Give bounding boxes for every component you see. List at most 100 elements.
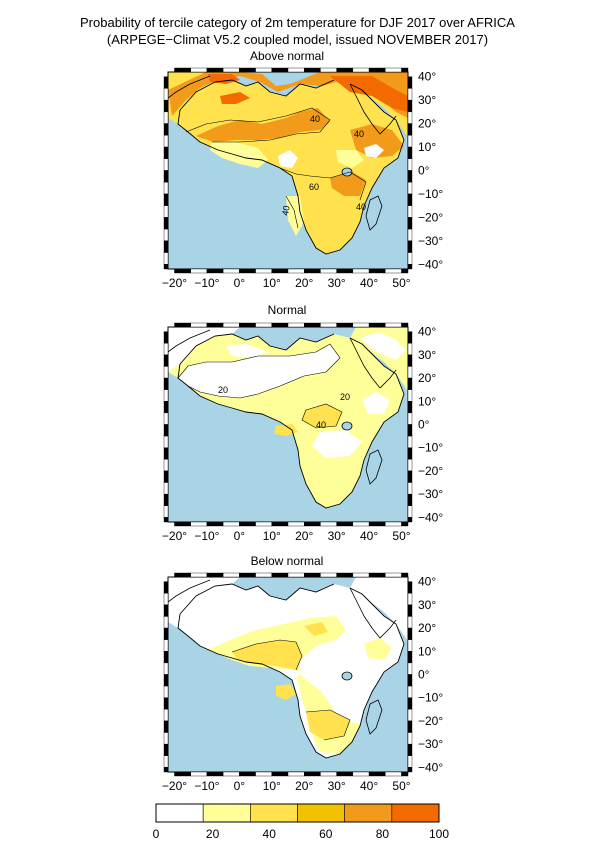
colorbar-swatch [202, 803, 251, 823]
frame-segment [239, 268, 256, 274]
frame-segment [407, 505, 413, 518]
frame-segment [320, 268, 337, 274]
frame-segment [174, 322, 191, 328]
frame-segment [401, 268, 409, 274]
lat-tick-label: 30° [418, 93, 436, 107]
lat-tick-label: −10° [418, 691, 443, 705]
frame-segment [174, 67, 191, 73]
lat-tick-label: 40° [418, 70, 436, 84]
frame-segment [401, 521, 409, 527]
colorbar-tick-label: 40 [263, 827, 277, 841]
lat-tick-label: 40° [418, 575, 436, 589]
frame-segment [190, 521, 208, 527]
frame-segment [163, 755, 169, 768]
colorbar-tick-label: 100 [429, 827, 449, 841]
frame-segment [352, 572, 370, 578]
frame-segment [368, 67, 386, 73]
frame-segment [163, 170, 169, 183]
frame-segment [368, 771, 386, 777]
frame-segment [407, 88, 413, 101]
lon-tick-label: 10° [263, 779, 281, 793]
lat-tick-label: −30° [418, 737, 443, 751]
contour-label: 40 [356, 202, 366, 212]
frame-segment [304, 67, 321, 73]
frame-segment [163, 377, 169, 390]
contour-label: 40 [280, 205, 292, 217]
lon-tick-label: −20° [162, 779, 187, 793]
frame-segment [163, 412, 169, 425]
lat-tick-label: 10° [418, 394, 436, 408]
panel-below-normal [167, 576, 409, 773]
frame-segment [271, 572, 289, 578]
frame-segment [368, 268, 386, 274]
colorbar-tick-label: 60 [319, 827, 333, 841]
frame-segment [163, 331, 169, 344]
frame-segment [336, 521, 354, 527]
lat-tick-label: 0° [418, 668, 430, 682]
frame-segment [407, 111, 413, 124]
frame-segment [174, 572, 191, 578]
frame-segment [407, 366, 413, 379]
frame-segment [320, 521, 337, 527]
frame-segment [407, 639, 413, 652]
lat-tick-label: 0° [418, 418, 430, 432]
figure-subtitle: (ARPEGE−Climat V5.2 coupled model, issue… [106, 32, 489, 47]
lat-tick-label: 30° [418, 348, 436, 362]
frame-segment [222, 572, 240, 578]
frame-segment [163, 354, 169, 367]
colorbar-tick-label: 0 [153, 827, 160, 841]
lon-tick-label: 10° [263, 529, 281, 543]
frame-segment [407, 581, 413, 594]
frame-segment [255, 521, 272, 527]
frame-segment [287, 67, 305, 73]
lon-tick-label: 0° [234, 276, 246, 290]
panel-title-normal: Normal [267, 303, 307, 317]
frame-segment [407, 447, 413, 460]
panel-above-normal: 40 40 60 40 40 [167, 71, 409, 270]
frame-segment [239, 521, 256, 527]
frame-segment [352, 67, 370, 73]
lon-tick-label: 20° [295, 276, 313, 290]
frame-segment [320, 67, 337, 73]
contour-60-north [168, 72, 408, 118]
frame-segment [190, 572, 208, 578]
frame-segment [407, 123, 413, 136]
frame-segment [407, 732, 413, 745]
frame-segment [163, 401, 169, 414]
lat-tick-label: −10° [418, 187, 443, 201]
frame-segment [255, 322, 272, 328]
lon-tick-label: 0° [234, 779, 246, 793]
frame-segment [163, 88, 169, 101]
colorbar-swatch [155, 803, 204, 823]
frame-segment [304, 771, 321, 777]
frame-segment [407, 99, 413, 113]
colorbar-swatch [391, 803, 440, 823]
frame-segment [163, 697, 169, 710]
contour-label: 40 [316, 420, 326, 430]
frame-segment [368, 322, 386, 328]
lon-tick-label: −10° [194, 276, 219, 290]
frame-segment [255, 67, 272, 73]
frame-segment [163, 205, 169, 218]
lon-tick-label: 10° [263, 276, 281, 290]
frame-segment [407, 182, 413, 195]
colorbar-swatch [250, 803, 298, 823]
lon-tick-label: 40° [360, 276, 378, 290]
frame-segment [163, 743, 169, 756]
frame-segment [163, 182, 169, 195]
lat-tick-label: 20° [418, 621, 436, 635]
frame-segment [407, 354, 413, 367]
frame-segment [163, 76, 169, 89]
frame-segment [407, 720, 413, 733]
lon-tick-label: 20° [295, 779, 313, 793]
frame-segment [163, 389, 169, 402]
frame-segment [206, 521, 224, 527]
frame-segment [407, 627, 413, 640]
frame-segment [407, 767, 413, 773]
frame-segment [163, 651, 169, 664]
lon-tick-label: 0° [234, 529, 246, 543]
frame-segment [352, 771, 370, 777]
frame-segment [401, 572, 409, 578]
frame-segment [407, 697, 413, 710]
